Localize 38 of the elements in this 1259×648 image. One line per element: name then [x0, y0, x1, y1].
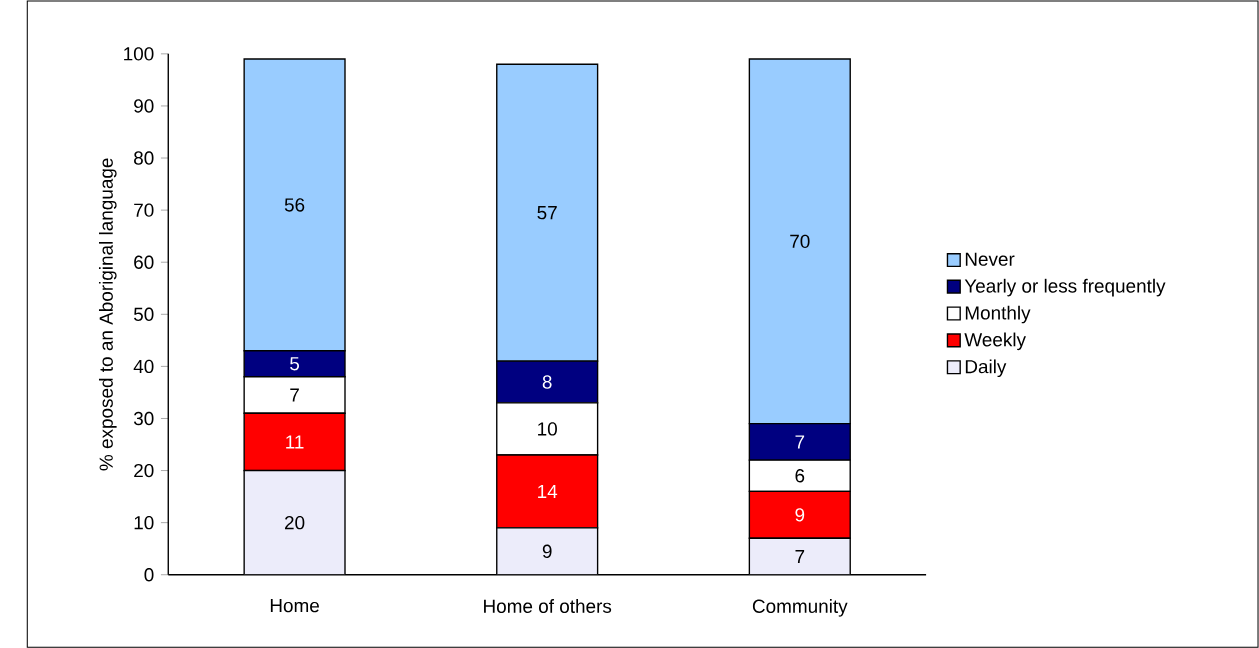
- y-tick-label: 90: [134, 99, 154, 113]
- data-label: 9: [542, 544, 552, 558]
- x-tick-label: Home: [270, 599, 319, 613]
- y-tick-label: 70: [134, 203, 154, 217]
- x-tick-label: Home of others: [484, 598, 612, 613]
- legend-label: Monthly: [965, 305, 1031, 324]
- y-tick-label: 100: [124, 47, 154, 61]
- data-label: 9: [795, 508, 805, 522]
- data-label: 10: [538, 422, 557, 436]
- data-label: 14: [538, 484, 558, 498]
- data-label: 7: [795, 435, 805, 449]
- y-tick-label: 40: [133, 359, 154, 374]
- legend-label: Yearly or less frequently: [964, 278, 1166, 297]
- data-label: 57: [537, 206, 557, 220]
- legend-label: Weekly: [964, 332, 1026, 351]
- y-tick-label: 30: [133, 411, 154, 426]
- data-label: 20: [284, 515, 305, 530]
- legend-label: Never: [965, 252, 1015, 266]
- bar: [748, 537, 851, 575]
- data-label: 5: [290, 357, 300, 371]
- y-axis-title: % exposed to an Aboriginal language: [98, 158, 117, 471]
- bar: [496, 527, 598, 575]
- data-label: 6: [795, 468, 805, 483]
- y-tick-label: 10: [134, 515, 154, 530]
- y-tick-label: 0: [144, 567, 154, 582]
- y-tick-label: 20: [134, 463, 154, 478]
- y-tick-label: 80: [134, 151, 154, 165]
- bar: [244, 470, 345, 575]
- data-label: 11: [286, 435, 304, 449]
- x-tick-label: Community: [752, 598, 848, 617]
- data-label: 8: [542, 375, 552, 389]
- data-label: 70: [790, 234, 810, 248]
- data-label: 7: [795, 549, 805, 563]
- legend-label: Daily: [965, 359, 1007, 377]
- y-tick-label: 50: [133, 307, 154, 321]
- data-label: 56: [284, 198, 305, 212]
- data-label: 7: [290, 388, 299, 402]
- y-tick-label: 60: [134, 255, 154, 269]
